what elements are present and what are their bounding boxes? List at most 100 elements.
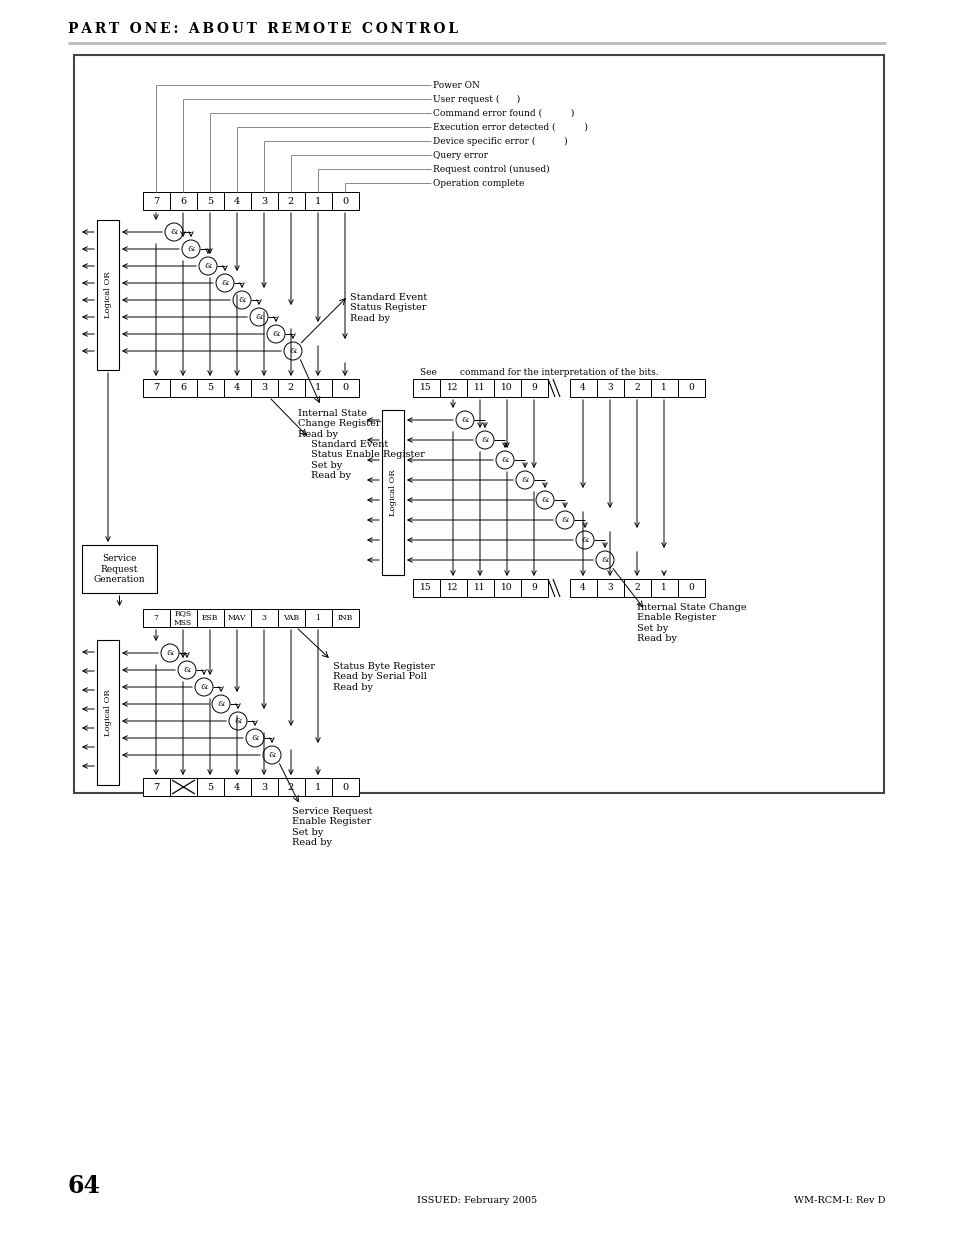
Text: RQS
MSS: RQS MSS bbox=[173, 609, 192, 626]
Bar bbox=[623, 379, 650, 396]
Circle shape bbox=[556, 511, 574, 529]
Text: &: & bbox=[480, 436, 488, 445]
Bar bbox=[467, 379, 494, 396]
Bar bbox=[413, 379, 439, 396]
Text: 5: 5 bbox=[207, 196, 213, 205]
Text: Operation complete: Operation complete bbox=[433, 179, 524, 188]
Bar bbox=[277, 609, 305, 627]
Bar bbox=[170, 778, 196, 797]
Text: P A R T   O N E :   A B O U T   R E M O T E   C O N T R O L: P A R T O N E : A B O U T R E M O T E C … bbox=[68, 22, 457, 36]
Bar bbox=[597, 579, 623, 597]
Text: Standard Event
Status Register
Read by: Standard Event Status Register Read by bbox=[350, 293, 427, 322]
Bar bbox=[439, 379, 467, 396]
Text: 5: 5 bbox=[207, 783, 213, 792]
Bar bbox=[494, 579, 520, 597]
Bar bbox=[678, 379, 704, 396]
Text: 4: 4 bbox=[579, 384, 585, 393]
Text: 3: 3 bbox=[260, 384, 267, 393]
Circle shape bbox=[212, 695, 230, 713]
Text: 0: 0 bbox=[687, 583, 693, 593]
Text: 6: 6 bbox=[180, 384, 186, 393]
Bar bbox=[650, 379, 678, 396]
Text: &: & bbox=[166, 650, 173, 657]
Text: Power ON: Power ON bbox=[433, 80, 479, 89]
Text: 2: 2 bbox=[634, 384, 639, 393]
Bar bbox=[650, 579, 678, 597]
Bar bbox=[143, 379, 170, 396]
Text: 0: 0 bbox=[341, 783, 348, 792]
Text: 9: 9 bbox=[531, 583, 537, 593]
Text: 1: 1 bbox=[315, 614, 320, 622]
Bar bbox=[196, 778, 224, 797]
Text: 2: 2 bbox=[288, 196, 294, 205]
Text: VAB: VAB bbox=[283, 614, 298, 622]
Text: &: & bbox=[520, 475, 528, 484]
Text: 1: 1 bbox=[660, 384, 666, 393]
Bar bbox=[224, 609, 251, 627]
Text: 12: 12 bbox=[447, 583, 458, 593]
Text: Device specific error (          ): Device specific error ( ) bbox=[433, 136, 567, 146]
Text: &: & bbox=[187, 245, 194, 253]
Text: Query error: Query error bbox=[433, 151, 488, 159]
Bar bbox=[305, 778, 332, 797]
Text: 5: 5 bbox=[207, 384, 213, 393]
Bar bbox=[332, 609, 358, 627]
Text: ISSUED: February 2005: ISSUED: February 2005 bbox=[416, 1195, 537, 1205]
Circle shape bbox=[250, 308, 268, 326]
Text: &: & bbox=[268, 751, 275, 760]
Text: 0: 0 bbox=[341, 196, 348, 205]
Text: User request (      ): User request ( ) bbox=[433, 94, 519, 104]
Bar bbox=[74, 56, 883, 793]
Bar bbox=[494, 379, 520, 396]
Text: &: & bbox=[170, 228, 177, 236]
Text: 3: 3 bbox=[260, 783, 267, 792]
Text: &: & bbox=[221, 279, 229, 287]
Bar bbox=[332, 778, 358, 797]
Bar bbox=[413, 579, 439, 597]
Text: Command error found (          ): Command error found ( ) bbox=[433, 109, 574, 117]
Text: &: & bbox=[289, 347, 296, 354]
Text: 4: 4 bbox=[579, 583, 585, 593]
Bar bbox=[277, 191, 305, 210]
Text: 15: 15 bbox=[419, 583, 432, 593]
Text: 10: 10 bbox=[500, 384, 512, 393]
Bar bbox=[467, 579, 494, 597]
Bar bbox=[520, 379, 547, 396]
Bar bbox=[170, 191, 196, 210]
Text: &: & bbox=[234, 718, 241, 725]
Text: &: & bbox=[580, 536, 588, 543]
Text: 7: 7 bbox=[152, 783, 159, 792]
Text: 3: 3 bbox=[606, 583, 612, 593]
Text: &: & bbox=[251, 734, 258, 742]
Text: &: & bbox=[272, 330, 279, 338]
Text: 10: 10 bbox=[500, 583, 512, 593]
Text: 0: 0 bbox=[687, 384, 693, 393]
Text: &: & bbox=[217, 700, 225, 708]
Circle shape bbox=[178, 661, 195, 679]
Text: Status Byte Register
Read by Serial Poll
Read by: Status Byte Register Read by Serial Poll… bbox=[333, 662, 435, 692]
Circle shape bbox=[284, 342, 302, 359]
Text: INB: INB bbox=[337, 614, 353, 622]
Text: 9: 9 bbox=[531, 384, 537, 393]
Bar bbox=[196, 379, 224, 396]
Text: MAV: MAV bbox=[228, 614, 246, 622]
Bar bbox=[332, 191, 358, 210]
Text: 3: 3 bbox=[606, 384, 612, 393]
Text: 4: 4 bbox=[233, 783, 240, 792]
Text: 7: 7 bbox=[152, 196, 159, 205]
Text: Execution error detected (          ): Execution error detected ( ) bbox=[433, 122, 587, 131]
Bar bbox=[332, 379, 358, 396]
Circle shape bbox=[215, 274, 233, 291]
Bar bbox=[143, 609, 170, 627]
Text: &: & bbox=[540, 496, 548, 504]
Text: 1: 1 bbox=[314, 783, 321, 792]
Text: 1: 1 bbox=[314, 384, 321, 393]
Circle shape bbox=[476, 431, 494, 450]
Text: 6: 6 bbox=[180, 196, 186, 205]
Bar bbox=[224, 379, 251, 396]
Text: 7: 7 bbox=[153, 614, 158, 622]
Text: Internal State Change
Enable Register
Set by
Read by: Internal State Change Enable Register Se… bbox=[637, 603, 746, 643]
Bar bbox=[569, 379, 597, 396]
Bar bbox=[170, 609, 196, 627]
Bar bbox=[251, 609, 277, 627]
